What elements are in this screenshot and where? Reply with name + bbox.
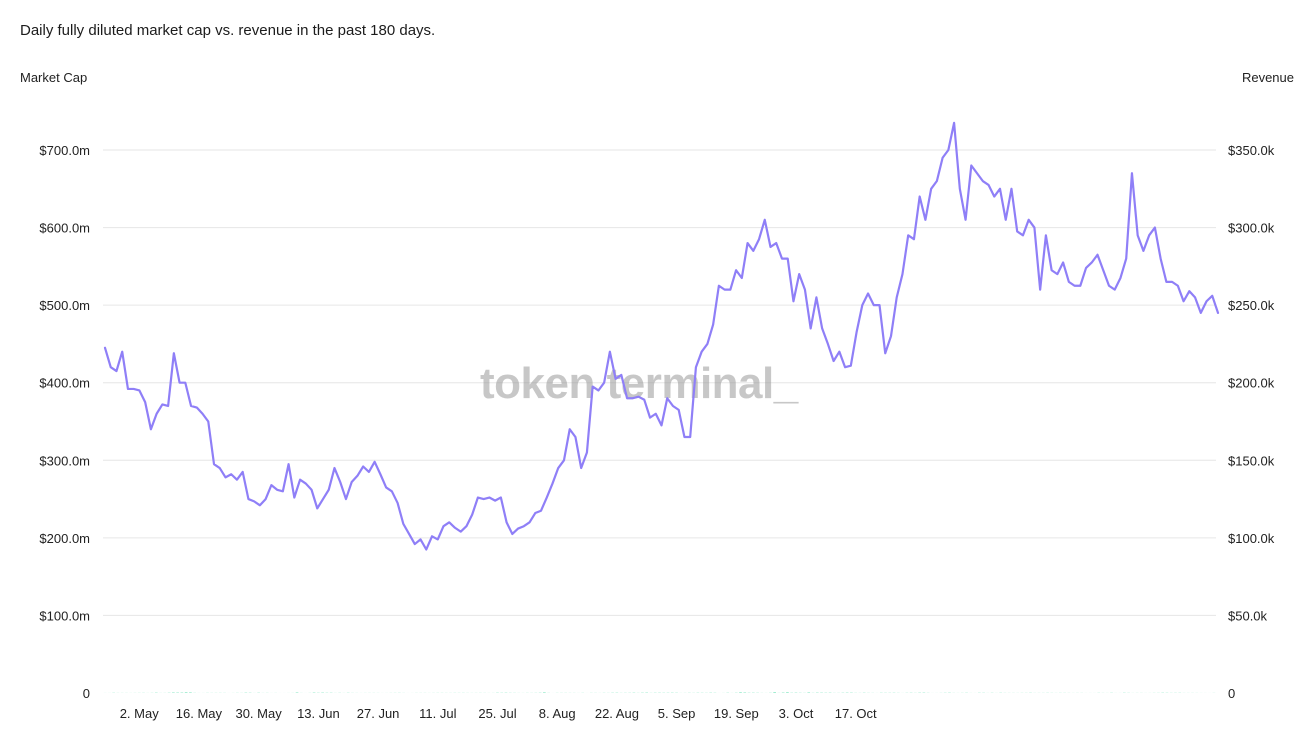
- right-tick-label: $350.0k: [1228, 143, 1275, 158]
- right-tick-label: $100.0k: [1228, 531, 1275, 546]
- left-tick-label: $200.0m: [39, 531, 90, 546]
- watermark-text: token terminal_: [480, 359, 799, 408]
- x-tick-label: 19. Sep: [714, 706, 759, 721]
- left-tick-label: $600.0m: [39, 221, 90, 236]
- x-tick-label: 17. Oct: [835, 706, 877, 721]
- x-tick-label: 11. Jul: [419, 706, 456, 721]
- right-tick-label: $150.0k: [1228, 453, 1275, 468]
- left-tick-label: $400.0m: [39, 376, 90, 391]
- x-tick-label: 2. May: [120, 706, 160, 721]
- x-tick-label: 25. Jul: [478, 706, 516, 721]
- x-tick-label: 3. Oct: [779, 706, 814, 721]
- right-axis-title: Revenue: [1241, 70, 1294, 85]
- market-cap-line[interactable]: [103, 121, 1220, 551]
- right-axis-ticks: 0 $50.0k $100.0k $150.0k $200.0k $250.0k $300.…: [1228, 143, 1275, 701]
- right-tick-label: $50.0k: [1228, 608, 1268, 623]
- right-tick-label: $300.0k: [1228, 221, 1275, 236]
- left-tick-label: $500.0m: [39, 298, 90, 313]
- x-tick-label: 16. May: [176, 706, 223, 721]
- market-cap-series: [103, 121, 1220, 551]
- left-tick-label: $100.0m: [39, 608, 90, 623]
- right-tick-label: $250.0k: [1228, 298, 1275, 313]
- chart-subtitle: Daily fully diluted market cap vs. reven…: [20, 22, 436, 39]
- left-axis-title: Market Cap: [20, 70, 88, 85]
- left-tick-label: $300.0m: [39, 453, 90, 468]
- right-tick-label: 0: [1228, 686, 1235, 701]
- gridlines: [103, 149, 1216, 616]
- x-tick-label: 22. Aug: [595, 706, 639, 721]
- x-tick-label: 8. Aug: [539, 706, 576, 721]
- x-tick-label: 13. Jun: [297, 706, 340, 721]
- x-axis-ticks: 2. May 16. May 30. May 13. Jun 27. Jun 11. Ju…: [120, 706, 877, 721]
- x-tick-label: 27. Jun: [357, 706, 400, 721]
- x-tick-label: 30. May: [235, 706, 282, 721]
- x-tick-label: 5. Sep: [658, 706, 696, 721]
- right-tick-label: $200.0k: [1228, 376, 1275, 391]
- left-tick-label: 0: [83, 686, 90, 701]
- left-axis-ticks: 0 $100.0m $200.0m $300.0m $400.0m $500.0m $600…: [39, 143, 90, 701]
- left-tick-label: $700.0m: [39, 143, 90, 158]
